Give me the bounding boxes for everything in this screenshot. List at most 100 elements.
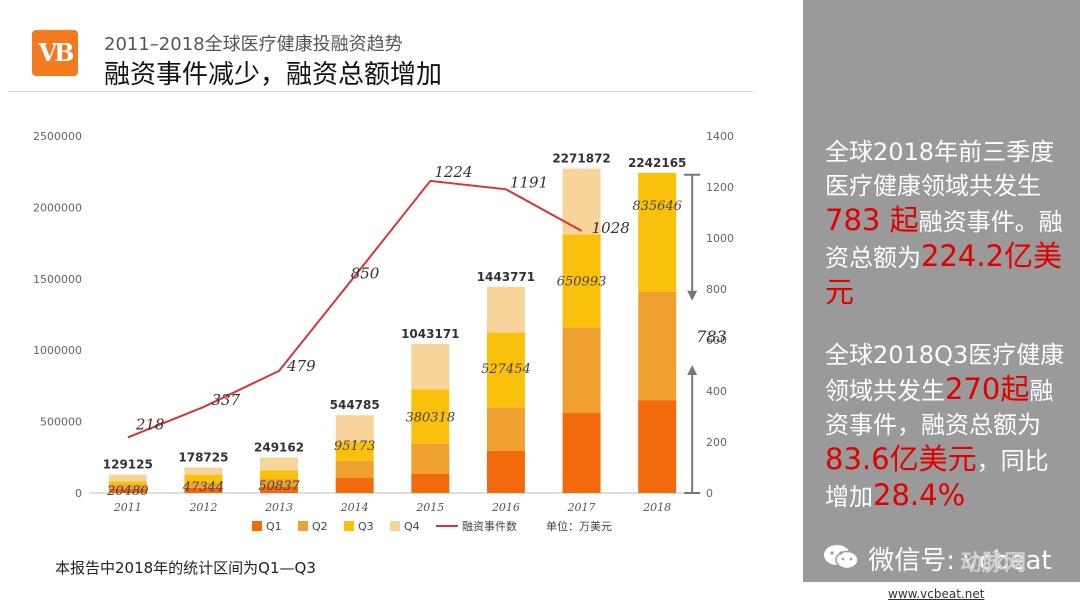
legend-swatch-q1 xyxy=(252,521,262,531)
event-count-label-2012: 337 xyxy=(211,391,240,409)
summary1-highlight-amount: 224.2亿美元 xyxy=(825,239,1063,309)
event-count-label-2011: 218 xyxy=(135,415,165,433)
summary1-text-b: 融资事件。融资总额为 xyxy=(825,208,1063,272)
x-tick-label-2018: 2018 xyxy=(642,501,671,514)
watermark: 动脉网 xyxy=(960,551,1027,576)
y-left-tick-label: 2000000 xyxy=(33,201,82,214)
bracket-label: 783 xyxy=(696,327,727,346)
segment-value-label-2015: 380318 xyxy=(405,410,455,425)
legend-swatch-q2 xyxy=(298,521,308,531)
bar-segment-q1-2014 xyxy=(335,478,374,493)
segment-value-label-2018: 835646 xyxy=(632,199,682,214)
bar-segment-q1-2013 xyxy=(260,486,299,493)
summary2-highlight-events: 270起 xyxy=(945,372,1030,406)
y-right-tick-label: 200 xyxy=(706,436,727,449)
segment-value-label-2017: 650993 xyxy=(557,275,607,290)
event-count-label-2017: 1028 xyxy=(592,219,630,237)
bar-segment-q2-2015 xyxy=(411,443,450,474)
legend-label-q4: Q4 xyxy=(404,520,420,533)
bar-segment-q3-2014 xyxy=(335,441,374,461)
bar-total-label-2013: 249162 xyxy=(254,440,304,454)
y-right-tick-label: 800 xyxy=(706,283,727,296)
legend-swatch-q3 xyxy=(344,521,354,531)
bar-segment-q2-2016 xyxy=(486,407,525,451)
y-right-tick-label: 0 xyxy=(706,487,713,500)
bracket-up-arrow xyxy=(687,365,698,375)
y-right-tick-label: 1400 xyxy=(706,130,734,143)
bar-total-label-2018: 2242165 xyxy=(628,156,686,170)
bar-segment-q2-2014 xyxy=(335,460,374,479)
segment-value-label-2014: 95173 xyxy=(334,439,375,454)
y-right-tick-label: 600 xyxy=(706,334,727,347)
y-right-tick-label: 1200 xyxy=(706,181,734,194)
bar-segment-q2-2012 xyxy=(184,482,223,488)
bar-segment-q3-2017 xyxy=(562,234,601,328)
summary1-text-a: 全球2018年前三季度医疗健康领域共发生 xyxy=(825,138,1055,200)
bar-segment-q1-2012 xyxy=(184,487,223,493)
summary2-highlight-amount: 83.6亿美元 xyxy=(825,442,977,476)
y-left-tick-label: 2500000 xyxy=(33,130,82,143)
bar-segment-q3-2015 xyxy=(411,389,450,444)
wechat-label: 微信号: vcbeat xyxy=(868,546,1052,576)
summary2-text-b: 融资事件，融资总额为 xyxy=(825,377,1054,439)
bar-segment-q4-2016 xyxy=(486,286,525,333)
y-right-tick-label: 1000 xyxy=(706,232,734,245)
page-subtitle: 2011–2018全球医疗健康投融资趋势 xyxy=(104,34,403,55)
event-count-label-2014: 850 xyxy=(351,264,380,282)
x-tick-label-2014: 2014 xyxy=(340,501,369,514)
x-tick-label-2013: 2013 xyxy=(264,501,293,514)
bar-segment-q3-2011 xyxy=(108,481,147,485)
summary-block-1: 全球2018年前三季度医疗健康领域共发生783 起融资事件。融资总额为224.2… xyxy=(825,135,1070,311)
bar-total-label-2014: 544785 xyxy=(330,398,380,412)
segment-value-label-2013: 50837 xyxy=(258,479,300,494)
bracket-down-arrow xyxy=(687,290,698,301)
footnote: 本报告中2018年的统计区间为Q1—Q3 xyxy=(55,559,316,577)
y-left-tick-label: 0 xyxy=(75,487,82,500)
bar-segment-q2-2013 xyxy=(260,479,299,487)
bar-segment-q1-2011 xyxy=(108,488,147,493)
bar-total-label-2015: 1043171 xyxy=(401,327,459,341)
y-left-tick-label: 1500000 xyxy=(33,273,82,286)
unit-label: 单位：万美元 xyxy=(546,519,612,533)
bar-segment-q1-2018 xyxy=(638,400,677,493)
y-left-tick-label: 500000 xyxy=(40,416,82,429)
y-left-tick-label: 1000000 xyxy=(33,344,82,357)
event-count-label-2016: 1191 xyxy=(510,173,548,191)
summary2-text-a: 全球2018Q3医疗健康领域共发生 xyxy=(825,341,1065,405)
wechat-icon xyxy=(822,542,860,579)
x-tick-label-2016: 2016 xyxy=(491,501,520,514)
bar-segment-q4-2013 xyxy=(260,457,299,471)
wechat-id: 微信号: vcbeat xyxy=(822,540,1052,579)
segment-value-label-2011: 20480 xyxy=(106,484,148,499)
legend-swatch-q4 xyxy=(390,521,400,531)
x-tick-label-2011: 2011 xyxy=(113,501,142,514)
bar-total-label-2016: 1443771 xyxy=(477,270,535,284)
bar-segment-q2-2018 xyxy=(638,291,677,401)
event-count-label-2015: 1224 xyxy=(434,163,472,181)
legend-label-line: 融资事件数 xyxy=(462,520,517,533)
bar-segment-q3-2012 xyxy=(184,474,223,483)
bar-segment-q2-2017 xyxy=(562,327,601,414)
summary2-text-c: ，同比增加 xyxy=(825,447,1049,511)
bar-segment-q4-2014 xyxy=(335,415,374,442)
summary1-highlight-events: 783 起 xyxy=(825,203,919,237)
bar-segment-q1-2016 xyxy=(486,450,525,493)
header-divider xyxy=(8,91,753,92)
summary2-highlight-growth: 28.4% xyxy=(873,478,966,512)
bar-segment-q3-2018 xyxy=(638,172,677,292)
legend-label-q3: Q3 xyxy=(358,520,374,533)
bar-total-label-2011: 129125 xyxy=(103,458,153,472)
bar-segment-q3-2013 xyxy=(260,470,299,480)
summary-panel xyxy=(803,0,1080,582)
funding-chart: 0 500000 1000000 1500000 2000000 2500000 0 200 4… xyxy=(33,130,734,533)
segment-value-label-2012: 47344 xyxy=(182,480,224,495)
website-link[interactable]: www.vcbeat.net xyxy=(888,587,985,601)
bar-segment-q1-2017 xyxy=(562,413,601,493)
event-count-label-2013: 479 xyxy=(286,357,316,375)
bar-segment-q4-2015 xyxy=(411,344,450,390)
x-tick-label-2012: 2012 xyxy=(188,501,217,514)
event-count-line xyxy=(127,179,583,439)
x-tick-label-2017: 2017 xyxy=(567,501,596,514)
legend-label-q2: Q2 xyxy=(312,520,328,533)
bar-total-label-2017: 2271872 xyxy=(552,152,610,166)
